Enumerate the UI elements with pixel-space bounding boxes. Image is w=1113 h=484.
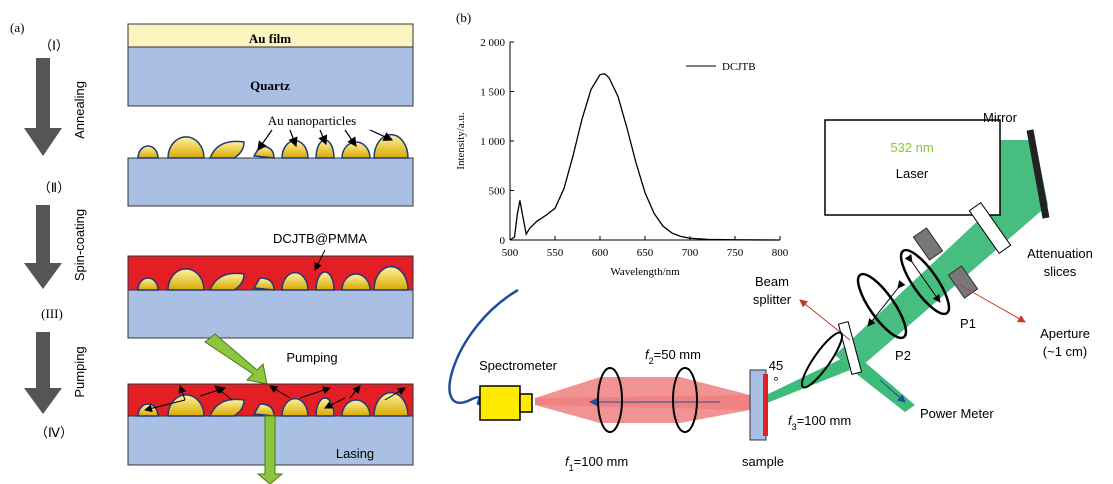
layer-label: Au film [249, 31, 291, 46]
polarization [904, 253, 941, 303]
annotation: Au nanoparticles [268, 113, 356, 128]
pointer [959, 284, 1026, 323]
sample-dye [763, 374, 768, 436]
lens-label-part: =100 mm [574, 454, 629, 469]
x-tick-label: 550 [547, 247, 564, 259]
lens-label-part: f [645, 347, 650, 362]
x-tick-label: 650 [637, 247, 654, 259]
polarization [867, 280, 906, 327]
lens [800, 331, 844, 389]
process-label: Annealing [72, 81, 87, 139]
y-axis-title: Intensity/a.u. [455, 112, 467, 170]
process-label: Pumping [72, 346, 87, 397]
spectrum-line [509, 72, 781, 241]
laser-beam [762, 358, 850, 405]
substrate [127, 289, 414, 339]
spectrum-chart: Wavelength/nm Intensity/a.u. DCJTB 500 55… [455, 37, 789, 278]
annotation: Lasing [336, 446, 374, 461]
laser-wavelength: 532 nm [890, 140, 933, 155]
lens-label-part: 1 [569, 463, 574, 473]
process-arrows [24, 58, 62, 414]
lens-label-part: 2 [649, 356, 654, 366]
component-label: sample [742, 454, 784, 469]
laser-box [824, 119, 1001, 216]
lens-label-part: =50 mm [654, 347, 701, 362]
component-label: Aperture [1040, 326, 1090, 341]
lens [597, 367, 623, 433]
annotation: DCJTB@PMMA [273, 231, 367, 246]
x-tick-label: 500 [502, 247, 519, 259]
component-label: slices [1044, 264, 1077, 279]
spectrometer-port [519, 393, 533, 413]
substrate [127, 157, 414, 207]
y-tick-label: 1 500 [480, 87, 505, 99]
pump-arrow [204, 333, 268, 385]
angle-label: 45 [769, 358, 783, 373]
panel-label: (b) [456, 10, 471, 25]
nanoparticles [137, 265, 409, 291]
component-label: Power Meter [920, 406, 994, 421]
y-tick-label: 0 [500, 235, 506, 247]
lens-label: f3=100 mm [788, 413, 851, 432]
annotation-arrow [314, 249, 326, 271]
component-label: P2 [895, 348, 911, 363]
x-tick-label: 600 [592, 247, 609, 259]
angle-label: ° [773, 374, 778, 389]
y-tick-label: 1 000 [480, 136, 505, 148]
legend-label: DCJTB [722, 61, 756, 73]
mirror [1026, 129, 1050, 219]
lens-label: f1=100 mm [565, 454, 628, 473]
lens-label-part: f [565, 454, 570, 469]
fiber [448, 288, 519, 406]
panel-label: (a) [10, 20, 24, 35]
lens-label-part: =100 mm [797, 413, 852, 428]
y-tick-label: 2 000 [480, 37, 505, 49]
x-tick-label: 750 [727, 247, 744, 259]
nanoparticles [137, 133, 409, 159]
x-axis-title: Wavelength/nm [610, 266, 680, 278]
component-label: Mirror [983, 110, 1018, 125]
x-tick-label: 800 [772, 247, 789, 259]
laser-label: Laser [896, 166, 929, 181]
aperture [947, 265, 979, 299]
laser-output-arrow [256, 415, 284, 484]
beam-direction [879, 379, 906, 403]
component-label: Spectrometer [479, 358, 558, 373]
quartz-layer [127, 46, 414, 107]
component-label: (~1 cm) [1043, 344, 1087, 359]
lens-label: f2=50 mm [645, 347, 701, 366]
step-label: （Ⅱ） [38, 180, 70, 195]
annotation-arrows [257, 129, 394, 151]
component-label: splitter [753, 292, 792, 307]
step-label: (III) [41, 306, 63, 321]
spectrometer [479, 385, 521, 421]
component-label: Beam [755, 274, 789, 289]
emission-beam [535, 377, 750, 423]
lens [672, 367, 698, 433]
annotation: Pumping [286, 350, 337, 365]
attenuation-slice [968, 201, 1012, 255]
component-label: P1 [960, 316, 976, 331]
step-label: （Ⅳ） [35, 425, 73, 440]
y-tick-label: 500 [489, 186, 506, 198]
process-label: Spin-coating [72, 209, 87, 281]
component-label: Attenuation [1027, 246, 1093, 261]
layer-label: Quartz [250, 78, 290, 93]
x-tick-label: 700 [682, 247, 699, 259]
lens-label-part: f [788, 413, 793, 428]
lens-label-part: 3 [792, 422, 797, 432]
emission-arrows [144, 385, 406, 413]
step-label: （Ⅰ） [39, 38, 69, 53]
